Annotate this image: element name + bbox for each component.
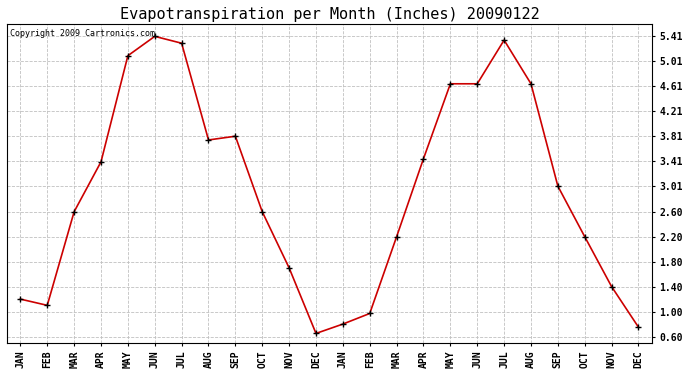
- Text: Copyright 2009 Cartronics.com: Copyright 2009 Cartronics.com: [10, 29, 155, 38]
- Title: Evapotranspiration per Month (Inches) 20090122: Evapotranspiration per Month (Inches) 20…: [119, 7, 540, 22]
